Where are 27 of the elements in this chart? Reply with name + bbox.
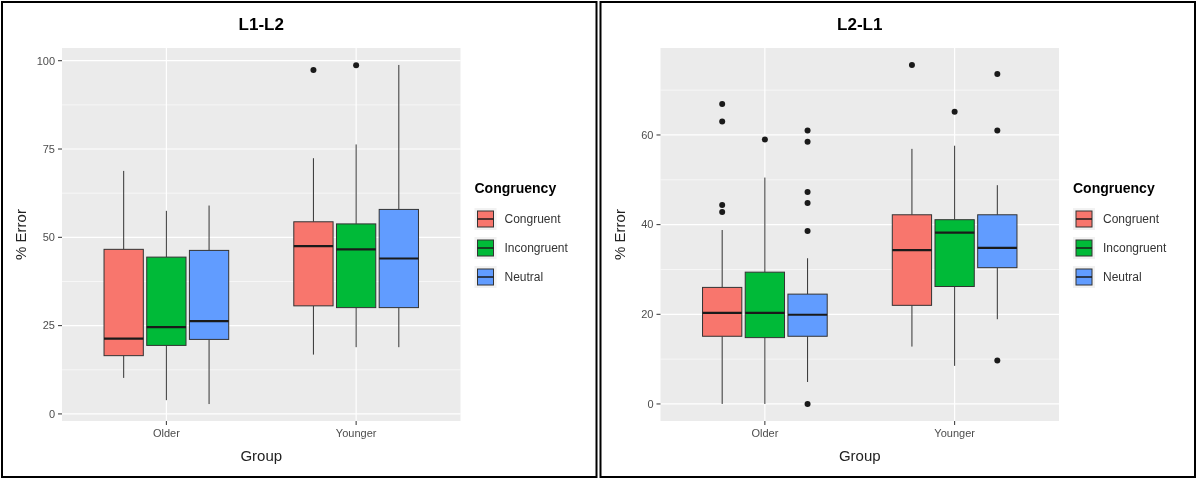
x-tick-label: Older [152,427,181,439]
y-tick-label: 0 [647,397,654,410]
legend-title: Congruency [1073,180,1155,196]
y-axis-title: % Error [12,209,29,260]
legend-title: Congruency [474,180,557,196]
y-axis-title: % Error [610,209,628,260]
x-axis-title: Group [240,447,283,464]
x-tick-label: Older [751,427,779,439]
y-tick-label: 25 [42,319,55,332]
chart-title: L2-L1 [837,15,883,34]
x-axis-title: Group [838,447,881,464]
chart-title: L1-L2 [238,15,284,34]
y-tick-label: 20 [641,308,654,321]
legend-label: Congruent [504,212,562,227]
legend-label: Congruent [1103,212,1160,227]
legend-label: Incongruent [504,241,569,256]
y-tick-label: 40 [641,218,654,231]
legend-label: Neutral [504,270,544,285]
legend-label: Incongruent [1103,241,1168,256]
x-tick-label: Younger [335,427,377,439]
y-tick-label: 60 [641,128,654,141]
legend-label: Neutral [1103,270,1142,285]
x-tick-label: Younger [934,427,976,439]
y-tick-label: 100 [36,54,55,67]
y-tick-label: 75 [42,142,55,155]
y-tick-label: 0 [48,407,55,420]
y-tick-label: 50 [42,231,55,244]
